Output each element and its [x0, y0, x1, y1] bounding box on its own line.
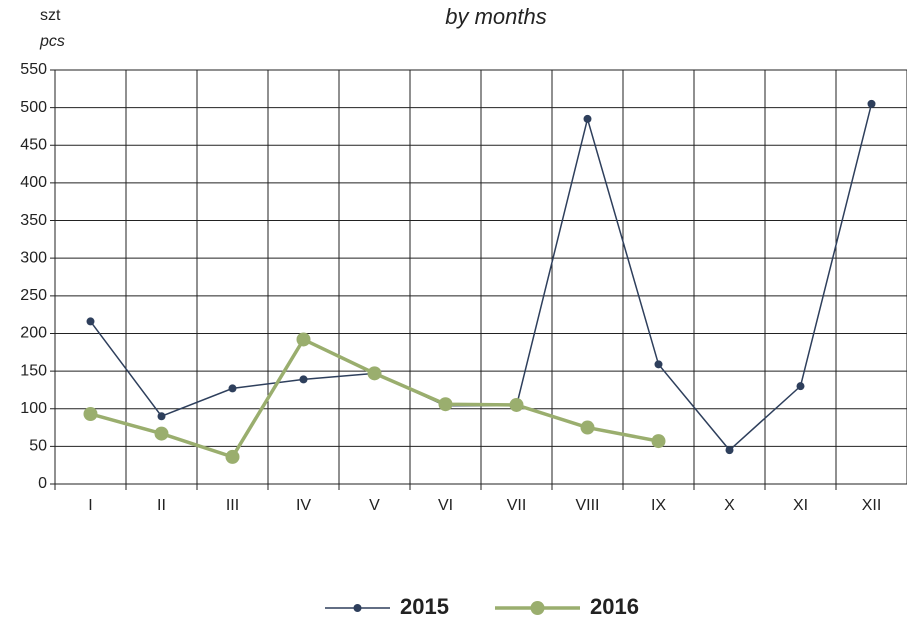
point: [654, 360, 663, 369]
point: [299, 375, 308, 384]
y-tick-label: 250: [20, 287, 47, 304]
y-tick-label: 100: [20, 400, 47, 417]
point: [651, 434, 666, 449]
point: [583, 114, 592, 123]
point: [580, 420, 595, 435]
point: [154, 426, 169, 441]
point: [725, 446, 734, 455]
x-tick-label: X: [724, 497, 735, 514]
point: [509, 397, 524, 412]
y-tick-label: 500: [20, 99, 47, 116]
x-tick-label: VIII: [575, 497, 599, 514]
x-tick-label: V: [369, 497, 380, 514]
legend-marker: [530, 601, 545, 615]
legend-label: 2016: [590, 594, 639, 619]
point: [438, 397, 453, 412]
series-line: [90, 337, 659, 459]
x-tick-label: II: [157, 497, 166, 514]
point: [157, 412, 166, 421]
x-tick-label: III: [226, 497, 239, 514]
point: [83, 406, 98, 421]
legend-marker: [353, 604, 362, 612]
y-tick-label: 200: [20, 325, 47, 342]
chart-title: by months: [445, 4, 547, 29]
y-unit: szt: [40, 7, 61, 24]
point: [228, 384, 237, 393]
y-tick-label: 50: [29, 438, 47, 455]
y-tick-label: 400: [20, 174, 47, 191]
x-tick-label: I: [88, 497, 92, 514]
point: [367, 366, 382, 381]
legend-label: 2015: [400, 594, 449, 619]
x-tick-label: IV: [296, 497, 311, 514]
x-tick-label: XII: [862, 497, 882, 514]
point: [796, 382, 805, 391]
x-tick-label: VII: [507, 497, 527, 514]
y-tick-label: 450: [20, 136, 47, 153]
y-tick-label: 150: [20, 362, 47, 379]
y-unit-en: pcs: [39, 33, 65, 50]
point: [867, 99, 876, 108]
x-tick-label: VI: [438, 497, 453, 514]
y-tick-label: 0: [38, 475, 47, 492]
y-tick-label: 550: [20, 61, 47, 78]
point: [296, 332, 311, 347]
y-tick-label: 300: [20, 249, 47, 266]
y-tick-label: 350: [20, 212, 47, 229]
x-tick-label: XI: [793, 497, 808, 514]
x-tick-label: IX: [651, 497, 666, 514]
point: [86, 317, 95, 326]
point: [225, 449, 240, 464]
